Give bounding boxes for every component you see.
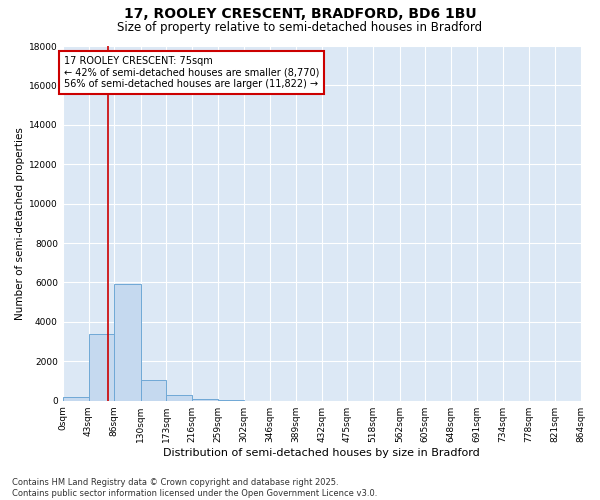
Text: Contains HM Land Registry data © Crown copyright and database right 2025.
Contai: Contains HM Land Registry data © Crown c… [12,478,377,498]
Text: 17 ROOLEY CRESCENT: 75sqm
← 42% of semi-detached houses are smaller (8,770)
56% : 17 ROOLEY CRESCENT: 75sqm ← 42% of semi-… [64,56,319,89]
Bar [140,380,166,400]
Text: 17, ROOLEY CRESCENT, BRADFORD, BD6 1BU: 17, ROOLEY CRESCENT, BRADFORD, BD6 1BU [124,8,476,22]
Bar [89,334,115,400]
Bar [63,397,89,400]
Bar [166,396,192,400]
Text: Size of property relative to semi-detached houses in Bradford: Size of property relative to semi-detach… [118,21,482,34]
Bar [115,284,140,401]
Bar [192,398,218,400]
Y-axis label: Number of semi-detached properties: Number of semi-detached properties [15,127,25,320]
X-axis label: Distribution of semi-detached houses by size in Bradford: Distribution of semi-detached houses by … [163,448,480,458]
